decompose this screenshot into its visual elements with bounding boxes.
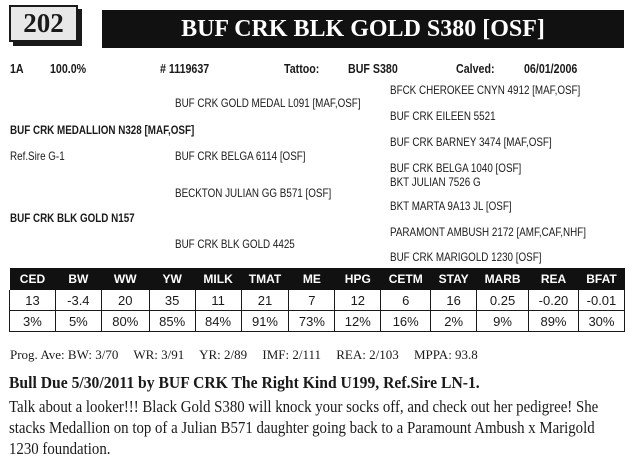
epd-percentile-tmat: 91% — [240, 310, 289, 332]
pedigree-dam-sire: BECKTON JULIAN GG B571 [OSF] — [175, 186, 332, 200]
percent-blood: 100.0% — [50, 61, 87, 76]
progeny-yr: YR: 2/89 — [199, 347, 248, 362]
epd-table: CED BW WW YW MILK TMAT ME HPG CETM STAY MARB REA BFA… — [9, 268, 626, 332]
epd-values-row: 13 -3.4 20 35 11 21 7 12 6 16 0.25 -0.20 -0.01 — [9, 290, 626, 311]
pedigree-dam-dam: BUF CRK BLK GOLD 4425 — [175, 237, 295, 251]
epd-value-cetm: 6 — [380, 290, 431, 311]
pedigree-dam: BUF CRK BLK GOLD N157 — [10, 211, 135, 225]
registration-number: # 1119637 — [160, 61, 210, 76]
pedigree-sds: BUF CRK BARNEY 3474 [MAF,OSF] — [390, 135, 552, 149]
epd-header-bw: BW — [55, 268, 102, 290]
epd-percentile-hpg: 12% — [334, 310, 381, 332]
registration-class: 1A — [10, 61, 24, 76]
epd-value-yw: 35 — [148, 290, 196, 311]
epd-header-hpg: HPG — [334, 268, 381, 290]
epd-value-me: 7 — [288, 290, 335, 311]
tattoo-label: Tattoo: — [284, 61, 320, 76]
pedigree-sire-dam: BUF CRK BELGA 6114 [OSF] — [175, 149, 306, 163]
pedigree-sire: BUF CRK MEDALLION N328 [MAF,OSF] — [10, 123, 195, 137]
epd-header-me: ME — [288, 268, 335, 290]
epd-value-milk: 11 — [194, 290, 242, 311]
epd-percentile-ww: 80% — [100, 310, 150, 332]
epd-percentile-ced: 3% — [9, 310, 56, 332]
pedigree-dsd: BKT MARTA 9A13 JL [OSF] — [390, 199, 512, 213]
epd-value-hpg: 12 — [334, 290, 381, 311]
epd-percentile-row: 3% 5% 80% 85% 84% 91% 73% 12% 16% 2% 9% 89% 30% — [9, 310, 626, 332]
lot-number: 202 — [9, 5, 78, 42]
epd-header-cetm: CETM — [380, 268, 431, 290]
lot-description: Talk about a looker!!! Black Gold S380 w… — [9, 397, 599, 458]
epd-header-bfat: BFAT — [578, 268, 625, 290]
epd-value-ww: 20 — [100, 290, 150, 311]
calved-date: 06/01/2006 — [524, 61, 578, 76]
pedigree-ddd: BUF CRK MARIGOLD 1230 [OSF] — [390, 250, 542, 264]
progeny-bw: Prog. Ave: BW: 3/70 — [10, 347, 119, 362]
epd-header-tmat: TMAT — [241, 268, 289, 290]
progeny-wr: WR: 3/91 — [133, 347, 185, 362]
reference-sire: Ref.Sire G-1 — [10, 149, 65, 163]
epd-value-marb: 0.25 — [476, 290, 529, 311]
epd-percentile-marb: 9% — [476, 310, 529, 332]
tattoo-value: BUF S380 — [348, 61, 398, 76]
epd-percentile-me: 73% — [288, 310, 335, 332]
progeny-stats: Prog. Ave: BW: 3/70 WR: 3/91 YR: 2/89 IM… — [10, 347, 490, 363]
pedigree-sss: BFCK CHEROKEE CNYN 4912 [MAF,OSF] — [390, 83, 581, 97]
pedigree-sire-sire: BUF CRK GOLD MEDAL L091 [MAF,OSF] — [175, 96, 361, 110]
pedigree-dss: BKT JULIAN 7526 G — [390, 175, 481, 189]
epd-value-stay: 16 — [430, 290, 477, 311]
epd-header-marb: MARB — [476, 268, 529, 290]
epd-percentile-milk: 84% — [194, 310, 242, 332]
epd-percentile-yw: 85% — [148, 310, 196, 332]
epd-value-tmat: 21 — [240, 290, 289, 311]
breeding-headline: Bull Due 5/30/2011 by BUF CRK The Right … — [9, 373, 480, 392]
epd-header-stay: STAY — [430, 268, 477, 290]
calved-label: Calved: — [456, 61, 495, 76]
progeny-rea: REA: 2/103 — [336, 347, 399, 362]
epd-percentile-rea: 89% — [528, 310, 579, 332]
epd-percentile-bw: 5% — [54, 310, 102, 332]
epd-header-rea: REA — [528, 268, 579, 290]
epd-value-bfat: -0.01 — [577, 290, 626, 311]
animal-title: BUF CRK BLK GOLD S380 [OSF] — [102, 10, 624, 48]
epd-value-bw: -3.4 — [54, 290, 102, 311]
epd-percentile-bfat: 30% — [577, 310, 626, 332]
epd-percentile-stay: 2% — [430, 310, 477, 332]
epd-header-ww: WW — [101, 268, 150, 290]
epd-header-milk: MILK — [195, 268, 242, 290]
epd-header-row: CED BW WW YW MILK TMAT ME HPG CETM STAY MARB REA BFA… — [9, 268, 625, 290]
epd-value-ced: 13 — [9, 290, 56, 311]
progeny-imf: IMF: 2/111 — [262, 347, 321, 362]
pedigree-dds: PARAMONT AMBUSH 2172 [AMF,CAF,NHF] — [390, 225, 586, 239]
epd-header-ced: CED — [9, 268, 56, 290]
pedigree-ssd: BUF CRK EILEEN 5521 — [390, 109, 496, 123]
epd-percentile-cetm: 16% — [380, 310, 431, 332]
epd-header-yw: YW — [149, 268, 196, 290]
progeny-mppa: MPPA: 93.8 — [413, 347, 478, 362]
epd-value-rea: -0.20 — [528, 290, 579, 311]
pedigree-sdd: BUF CRK BELGA 1040 [OSF] — [390, 161, 522, 175]
